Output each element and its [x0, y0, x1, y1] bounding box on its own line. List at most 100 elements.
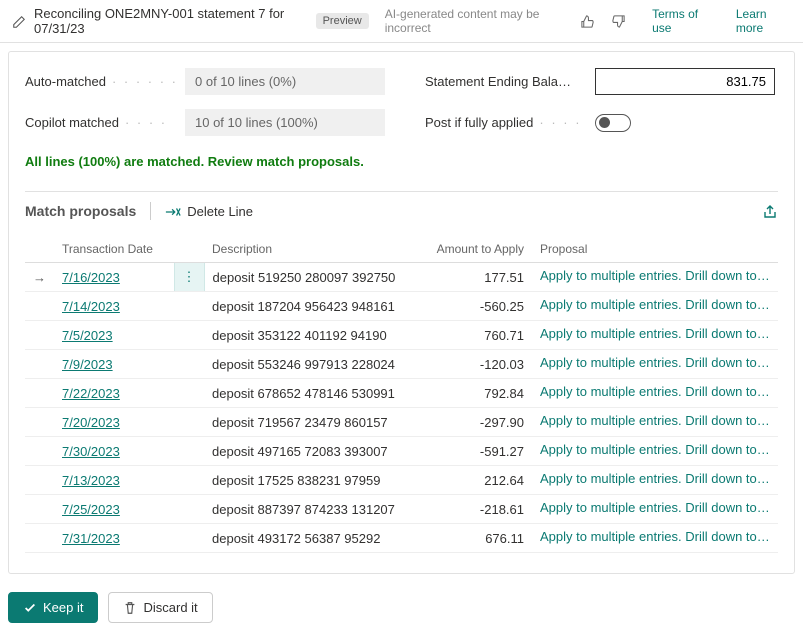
cell-amount: 792.84: [412, 379, 532, 408]
cell-date: 7/25/2023: [54, 495, 174, 524]
balance-input[interactable]: [595, 68, 775, 95]
row-indicator-icon: [25, 437, 54, 466]
row-menu-icon[interactable]: [174, 466, 204, 495]
col-proposal[interactable]: Proposal: [532, 236, 778, 263]
table-row[interactable]: 7/25/2023deposit 887397 874233 131207-21…: [25, 495, 778, 524]
cell-description: deposit 17525 838231 97959: [204, 466, 412, 495]
cell-date: 7/31/2023: [54, 524, 174, 553]
page-title: Reconciling ONE2MNY-001 statement 7 for …: [34, 6, 308, 36]
terms-link[interactable]: Terms of use: [652, 7, 714, 35]
row-menu-icon[interactable]: [174, 321, 204, 350]
table-row[interactable]: 7/22/2023 deposit 678652 478146 530991792…: [25, 379, 778, 408]
cell-amount: 676.11: [412, 524, 532, 553]
proposal-link[interactable]: Apply to multiple entries. Drill down to…: [540, 326, 770, 341]
thumbs-up-icon[interactable]: [576, 11, 599, 32]
cell-proposal: Apply to multiple entries. Drill down to…: [532, 350, 778, 379]
cell-date: 7/22/2023: [54, 379, 174, 408]
date-link[interactable]: 7/16/2023: [62, 270, 120, 285]
row-menu-icon[interactable]: ⋮: [174, 263, 204, 292]
cell-date: 7/5/2023: [54, 321, 174, 350]
table-header-row: Transaction Date Description Amount to A…: [25, 236, 778, 263]
table-row[interactable]: 7/20/2023 deposit 719567 23479 860157-297…: [25, 408, 778, 437]
date-link[interactable]: 7/14/2023: [62, 299, 120, 314]
proposals-table: Transaction Date Description Amount to A…: [25, 236, 778, 553]
delete-line-button[interactable]: Delete Line: [165, 203, 253, 219]
proposal-link[interactable]: Apply to multiple entries. Drill down to…: [540, 355, 770, 370]
row-menu-icon[interactable]: [174, 437, 204, 466]
separator: [150, 202, 151, 220]
table-row[interactable]: 7/31/2023deposit 493172 56387 95292676.1…: [25, 524, 778, 553]
cell-description: deposit 719567 23479 860157: [204, 408, 412, 437]
row-indicator-icon: [25, 466, 54, 495]
cell-date: 7/30/2023: [54, 437, 174, 466]
footer: Keep it Discard it: [0, 582, 803, 637]
row-menu-icon[interactable]: [174, 524, 204, 553]
table-row[interactable]: 7/14/2023deposit 187204 956423 948161-56…: [25, 292, 778, 321]
date-link[interactable]: 7/25/2023: [62, 502, 120, 517]
cell-amount: 760.71: [412, 321, 532, 350]
proposal-link[interactable]: Apply to multiple entries. Drill down to…: [540, 529, 770, 544]
share-icon[interactable]: [762, 202, 778, 219]
cell-proposal: Apply to multiple entries. Drill down to…: [532, 466, 778, 495]
ai-disclaimer: AI-generated content may be incorrect: [385, 7, 568, 35]
row-menu-icon[interactable]: [174, 495, 204, 524]
row-indicator-icon: [25, 408, 54, 437]
date-link[interactable]: 7/9/2023: [62, 357, 113, 372]
table-row[interactable]: 7/13/2023deposit 17525 838231 97959212.6…: [25, 466, 778, 495]
row-indicator-icon: [25, 350, 54, 379]
proposal-link[interactable]: Apply to multiple entries. Drill down to…: [540, 297, 770, 312]
delete-line-icon: [165, 203, 181, 219]
post-label: Post if fully applied· · · ·: [425, 115, 595, 130]
discard-it-button[interactable]: Discard it: [108, 592, 212, 623]
cell-description: deposit 678652 478146 530991: [204, 379, 412, 408]
table-row[interactable]: →7/16/2023⋮deposit 519250 280097 3927501…: [25, 263, 778, 292]
date-link[interactable]: 7/30/2023: [62, 444, 120, 459]
row-menu-icon[interactable]: [174, 292, 204, 321]
date-link[interactable]: 7/13/2023: [62, 473, 120, 488]
proposal-link[interactable]: Apply to multiple entries. Drill down to…: [540, 500, 770, 515]
learn-more-link[interactable]: Learn more: [736, 7, 791, 35]
table-row[interactable]: 7/30/2023deposit 497165 72083 393007-591…: [25, 437, 778, 466]
keep-it-button[interactable]: Keep it: [8, 592, 98, 623]
auto-matched-label: Auto-matched· · · · · ·: [25, 74, 185, 89]
date-link[interactable]: 7/20/2023: [62, 415, 120, 430]
cell-amount: 177.51: [412, 263, 532, 292]
cell-proposal: Apply to multiple entries. Drill down to…: [532, 263, 778, 292]
row-menu-icon[interactable]: [174, 379, 204, 408]
table-row[interactable]: 7/5/2023deposit 353122 401192 94190760.7…: [25, 321, 778, 350]
proposal-link[interactable]: Apply to multiple entries. Drill down to…: [540, 384, 770, 399]
cell-description: deposit 519250 280097 392750: [204, 263, 412, 292]
edit-icon[interactable]: [12, 13, 26, 29]
table-row[interactable]: 7/9/2023 deposit 553246 997913 228024-120…: [25, 350, 778, 379]
cell-amount: -297.90: [412, 408, 532, 437]
cell-date: 7/13/2023: [54, 466, 174, 495]
cell-date: 7/16/2023: [54, 263, 174, 292]
cell-proposal: Apply to multiple entries. Drill down to…: [532, 437, 778, 466]
proposal-link[interactable]: Apply to multiple entries. Drill down to…: [540, 413, 770, 428]
row-menu-icon[interactable]: [174, 408, 204, 437]
cell-date: 7/9/2023: [54, 350, 174, 379]
col-desc[interactable]: Description: [204, 236, 412, 263]
post-toggle[interactable]: [595, 114, 631, 132]
proposal-link[interactable]: Apply to multiple entries. Drill down to…: [540, 442, 770, 457]
matched-message: All lines (100%) are matched. Review mat…: [25, 154, 778, 169]
row-indicator-icon: [25, 292, 54, 321]
thumbs-down-icon[interactable]: [607, 11, 630, 32]
cell-amount: -120.03: [412, 350, 532, 379]
row-indicator-icon: [25, 495, 54, 524]
cell-date: 7/14/2023: [54, 292, 174, 321]
discard-it-label: Discard it: [143, 600, 197, 615]
cell-description: deposit 553246 997913 228024: [204, 350, 412, 379]
row-menu-icon[interactable]: [174, 350, 204, 379]
col-amount[interactable]: Amount to Apply: [412, 236, 532, 263]
proposal-link[interactable]: Apply to multiple entries. Drill down to…: [540, 268, 770, 283]
cell-proposal: Apply to multiple entries. Drill down to…: [532, 379, 778, 408]
date-link[interactable]: 7/31/2023: [62, 531, 120, 546]
date-link[interactable]: 7/22/2023: [62, 386, 120, 401]
proposal-link[interactable]: Apply to multiple entries. Drill down to…: [540, 471, 770, 486]
date-link[interactable]: 7/5/2023: [62, 328, 113, 343]
copilot-matched-value: 10 of 10 lines (100%): [185, 109, 385, 136]
cell-date: 7/20/2023: [54, 408, 174, 437]
col-date[interactable]: Transaction Date: [54, 236, 174, 263]
section-title: Match proposals: [25, 203, 136, 219]
